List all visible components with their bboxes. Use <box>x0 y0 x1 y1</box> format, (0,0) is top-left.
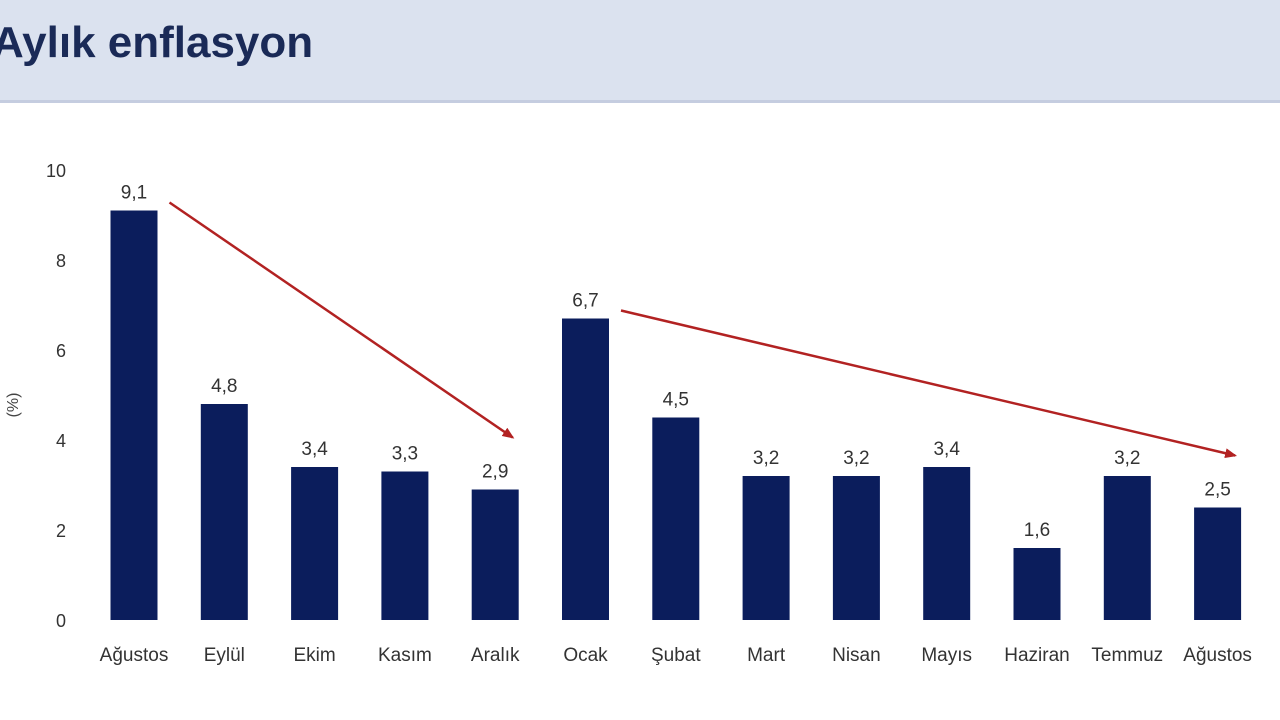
x-tick-label: Şubat <box>651 645 701 666</box>
x-tick-label: Eylül <box>204 645 245 666</box>
bar <box>652 417 700 620</box>
data-labels: 9,1 4,8 3,4 3,3 2,9 6,7 4,5 3,2 3,2 3,4 1,6 3,2 2,5 <box>121 183 1231 542</box>
x-tick-label: Ağustos <box>1183 645 1252 666</box>
bar <box>110 210 158 620</box>
data-label: 3,2 <box>843 448 869 469</box>
y-tick-label: 0 <box>56 611 66 631</box>
x-tick-label: Ocak <box>563 645 608 666</box>
bar <box>1013 548 1061 620</box>
y-tick-label: 10 <box>46 161 66 181</box>
x-tick-label: Temmuz <box>1091 645 1163 666</box>
data-label: 3,4 <box>301 439 328 460</box>
x-tick-label: Ekim <box>293 645 335 666</box>
bar <box>381 471 429 620</box>
bars <box>110 210 1242 620</box>
bar <box>200 404 248 620</box>
bar <box>923 467 971 620</box>
y-tick-label: 4 <box>56 431 66 451</box>
data-label: 2,5 <box>1204 480 1230 501</box>
y-axis: 0 2 4 6 8 10 <box>46 161 66 631</box>
trend-arrows <box>168 201 1238 459</box>
x-tick-label: Haziran <box>1004 645 1069 666</box>
data-label: 4,5 <box>663 390 689 411</box>
x-tick-label: Mart <box>747 645 786 666</box>
y-axis-label: (%) <box>5 393 22 418</box>
x-tick-label: Aralık <box>471 645 520 666</box>
data-label: 3,3 <box>392 444 418 465</box>
y-tick-label: 8 <box>56 251 66 271</box>
bar <box>832 476 880 620</box>
data-label: 3,4 <box>933 439 960 460</box>
x-tick-label: Ağustos <box>100 645 169 666</box>
title-bar: Aylık enflasyon <box>0 0 1280 103</box>
trend-arrow <box>620 309 1238 459</box>
data-label: 3,2 <box>1114 448 1140 469</box>
trend-arrow <box>168 201 515 439</box>
data-label: 4,8 <box>211 376 237 397</box>
data-label: 9,1 <box>121 183 147 204</box>
x-tick-label: Nisan <box>832 645 881 666</box>
bar <box>1194 507 1242 620</box>
x-axis: Ağustos Eylül Ekim Kasım Aralık Ocak Şubat Mart… <box>100 645 1252 666</box>
y-tick-label: 2 <box>56 521 66 541</box>
bar <box>742 476 790 620</box>
bar <box>1103 476 1151 620</box>
data-label: 3,2 <box>753 448 779 469</box>
y-tick-label: 6 <box>56 341 66 361</box>
page-title: Aylık enflasyon <box>0 18 314 67</box>
data-label: 1,6 <box>1024 520 1050 541</box>
x-tick-label: Mayıs <box>921 645 972 666</box>
data-label: 2,9 <box>482 462 508 483</box>
bar <box>471 489 519 620</box>
x-tick-label: Kasım <box>378 645 432 666</box>
bar <box>562 318 609 620</box>
data-label: 6,7 <box>572 291 598 312</box>
bar <box>291 467 339 620</box>
